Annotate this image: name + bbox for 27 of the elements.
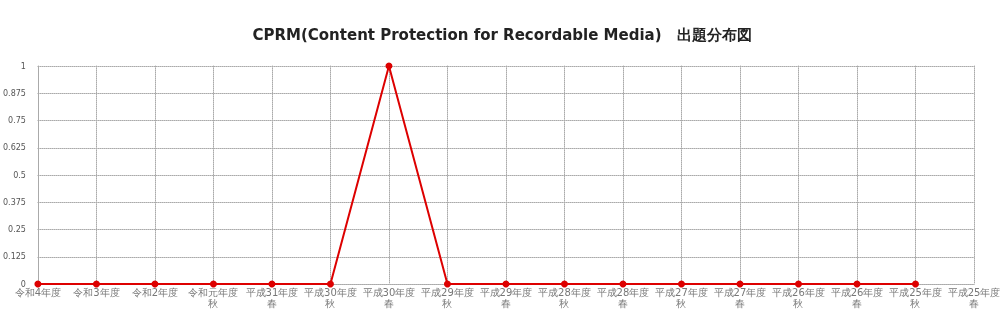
x-tick-label: 平成26年度春 [830, 287, 884, 309]
x-tick-label: 平成31年度春 [245, 287, 299, 309]
x-tick-label: 平成27年度秋 [655, 287, 708, 309]
y-tick-label: 1 [20, 61, 26, 71]
x-tick-label: 平成28年度春 [596, 287, 650, 309]
y-tick-label: 0.625 [3, 143, 26, 153]
x-tick-label: 令和2年度 [131, 287, 179, 298]
y-tick-label: 0.25 [8, 225, 26, 234]
x-tick-label: 平成29年度秋 [421, 287, 474, 309]
x-tick-label: 令和3年度 [73, 287, 120, 298]
x-tick-label: 平成26年度秋 [772, 287, 825, 309]
x-tick-label: 令和元年度秋 [188, 287, 239, 309]
chart-title: CPRM(Content Protection for Recordable Media) 出題分布図 [252, 25, 752, 44]
x-tick-label: 平成30年度秋 [304, 287, 357, 309]
x-tick-label: 平成25年度春 [947, 287, 1001, 309]
y-tick-label: 0 [20, 279, 26, 289]
x-tick-label: 令和4年度 [14, 287, 62, 298]
y-tick-label: 0.5 [13, 170, 26, 180]
x-tick-label: 平成28年度秋 [538, 287, 591, 309]
x-tick-label: 平成30年度春 [362, 287, 416, 309]
y-tick-label: 0.375 [3, 197, 26, 207]
x-tick-label: 平成27年度春 [713, 287, 767, 309]
y-tick-label: 0.75 [8, 116, 26, 125]
y-tick-label: 0.125 [3, 252, 26, 262]
x-tick-label: 平成25年度秋 [889, 287, 942, 309]
y-tick-label: 0.875 [3, 88, 26, 98]
x-tick-label: 平成29年度春 [479, 287, 533, 309]
